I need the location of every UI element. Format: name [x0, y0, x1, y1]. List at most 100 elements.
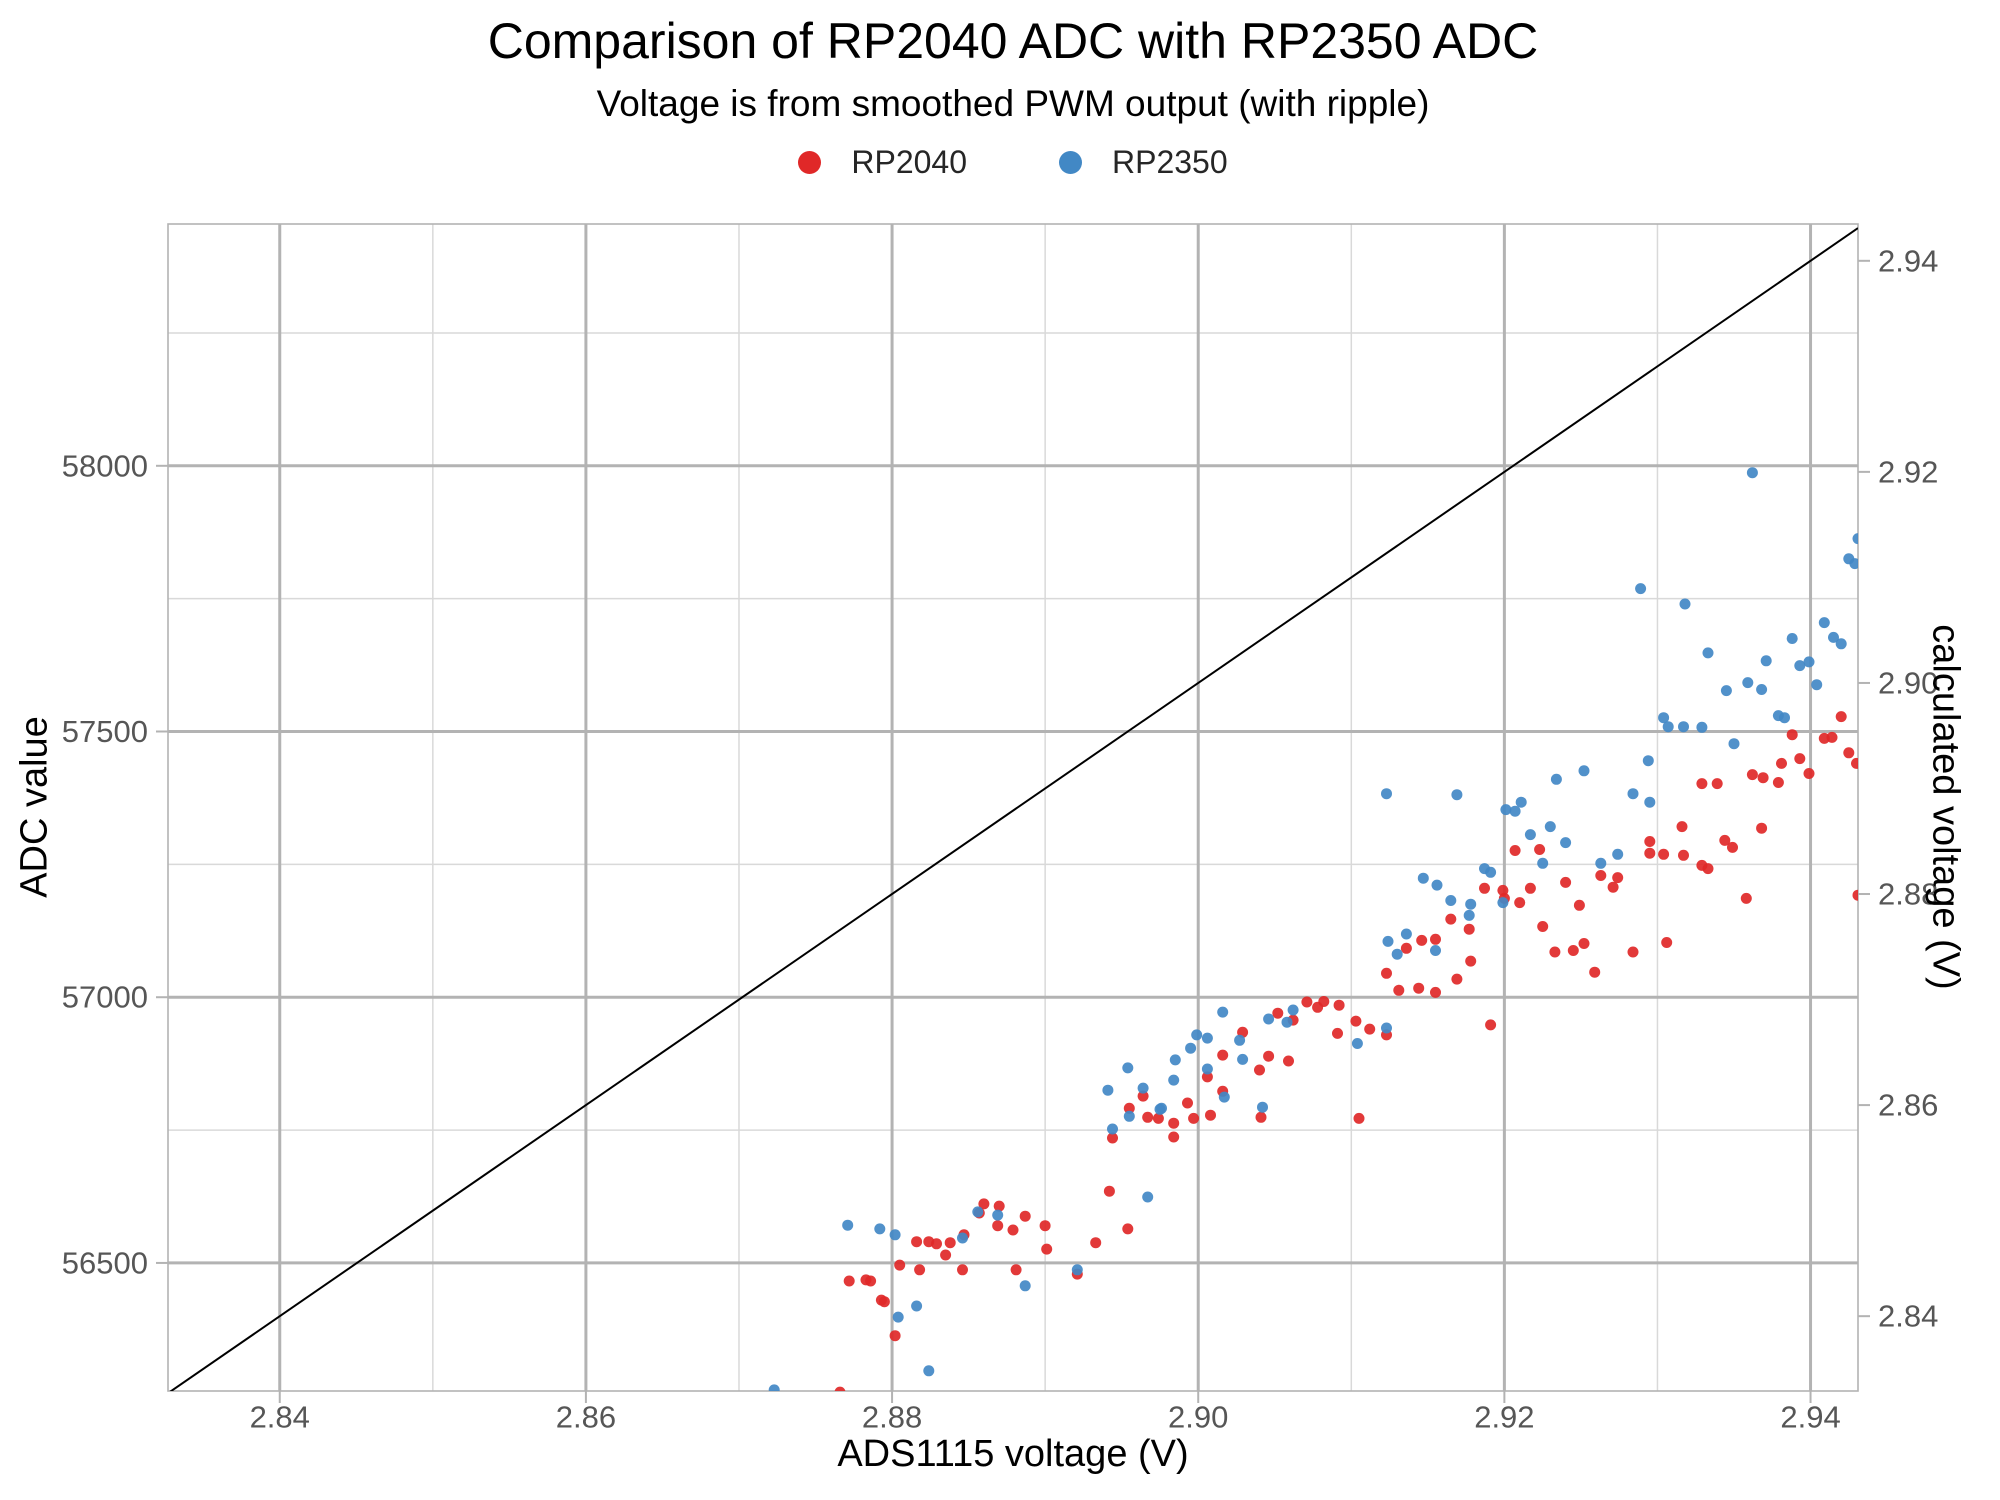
point-rp2350	[874, 1223, 886, 1235]
point-rp2040	[931, 1238, 942, 1250]
point-rp2350	[1019, 1280, 1031, 1292]
series-rp2040	[834, 711, 1858, 1391]
point-rp2040	[1152, 1112, 1164, 1124]
series-rp2350	[768, 467, 1858, 1391]
point-rp2040	[1263, 1050, 1275, 1062]
point-rp2040	[1430, 986, 1441, 998]
point-rp2040	[1122, 1223, 1134, 1235]
point-rp2350	[1550, 773, 1562, 785]
point-rp2350	[1524, 829, 1536, 841]
point-rp2040	[993, 1200, 1005, 1212]
point-rp2040	[1400, 942, 1412, 954]
legend-item-rp2350: RP2350	[1059, 144, 1228, 181]
point-rp2040	[1835, 711, 1847, 723]
point-rp2350	[1201, 1063, 1213, 1075]
point-rp2040	[843, 1275, 855, 1287]
point-rp2350	[1191, 1029, 1203, 1041]
point-rp2040	[1090, 1237, 1102, 1249]
point-rp2040	[1333, 999, 1345, 1011]
point-rp2040	[1430, 933, 1441, 945]
x-tick-labels: 2.84 2.86 2.88 2.90 2.92 2.94	[250, 1400, 1841, 1435]
point-rp2350	[1803, 656, 1815, 668]
legend-swatch-rp2350-icon	[1059, 150, 1082, 174]
svg-text:2.90: 2.90	[1878, 665, 1938, 700]
point-rp2040	[1676, 821, 1688, 833]
point-rp2350	[1218, 1091, 1230, 1103]
point-rp2040	[1201, 1071, 1213, 1083]
svg-text:2.88: 2.88	[862, 1400, 922, 1435]
legend: RP2040 RP2350	[168, 140, 1858, 184]
point-rp2040	[1451, 973, 1463, 985]
point-rp2040	[1010, 1264, 1022, 1276]
point-rp2040	[1786, 729, 1798, 741]
point-rp2040	[1445, 913, 1457, 925]
point-rp2040	[1612, 872, 1624, 884]
point-rp2040	[1524, 882, 1536, 894]
point-rp2040	[1702, 863, 1714, 875]
point-rp2350	[1465, 898, 1477, 910]
point-rp2040	[944, 1237, 956, 1249]
point-rp2040	[1549, 946, 1561, 958]
point-rp2350	[1720, 685, 1732, 697]
point-rp2040	[1589, 966, 1601, 978]
point-rp2350	[1168, 1074, 1180, 1086]
point-rp2350	[889, 1229, 901, 1241]
point-rp2350	[1497, 897, 1509, 909]
point-rp2040	[1332, 1027, 1343, 1039]
point-rp2040	[1465, 955, 1477, 967]
point-rp2350	[1201, 1032, 1213, 1044]
point-rp2350	[1257, 1101, 1268, 1113]
point-rp2350	[1678, 721, 1689, 733]
svg-text:58000: 58000	[62, 448, 148, 483]
x-axis-label: ADS1115 voltage (V)	[837, 1433, 1189, 1475]
point-rp2040	[1803, 768, 1815, 779]
point-rp2350	[1849, 558, 1858, 570]
point-rp2350	[1658, 712, 1670, 724]
point-rp2040	[878, 1296, 890, 1308]
point-rp2350	[1595, 857, 1607, 869]
point-rp2040	[1607, 881, 1619, 893]
point-rp2040	[889, 1330, 901, 1342]
point-rp2350	[1102, 1084, 1114, 1096]
point-rp2040	[1851, 757, 1858, 769]
chart-title: Comparison of RP2040 ADC with RP2350 ADC	[487, 13, 1539, 69]
point-rp2040	[1727, 841, 1738, 853]
plot-border	[167, 223, 1859, 1392]
point-rp2040	[1678, 849, 1689, 861]
point-rp2040	[1757, 772, 1769, 784]
point-rp2350	[1742, 677, 1754, 689]
point-rp2040	[1537, 921, 1549, 932]
point-rp2040	[1595, 870, 1607, 881]
point-rp2350	[1451, 789, 1463, 801]
point-rp2350	[1544, 821, 1556, 833]
point-rp2350	[1662, 721, 1674, 733]
point-rp2350	[1169, 1054, 1181, 1066]
point-rp2040	[1567, 945, 1579, 956]
point-rp2350	[1760, 655, 1772, 667]
svg-text:2.94: 2.94	[1780, 1400, 1840, 1435]
point-rp2350	[1500, 804, 1512, 816]
point-rp2350	[892, 1311, 904, 1323]
point-rp2040	[1794, 753, 1806, 765]
svg-text:2.86: 2.86	[556, 1400, 616, 1435]
point-rp2350	[1142, 1191, 1154, 1203]
legend-label-rp2040: RP2040	[851, 143, 967, 180]
point-rp2350	[1612, 848, 1624, 860]
point-rp2350	[1756, 684, 1768, 695]
point-rp2040	[1364, 1023, 1376, 1035]
point-rp2350	[1515, 796, 1527, 808]
point-rp2350	[1560, 837, 1572, 849]
point-rp2350	[1679, 598, 1691, 610]
point-rp2040	[1627, 946, 1639, 958]
point-rp2040	[1826, 731, 1838, 743]
point-rp2040	[1756, 822, 1768, 834]
point-rp2040	[1696, 778, 1708, 790]
point-rp2350	[972, 1206, 984, 1218]
point-rp2350	[1818, 617, 1830, 629]
point-rp2350	[1185, 1042, 1197, 1054]
point-rp2350	[1445, 895, 1457, 906]
point-rp2040	[1255, 1111, 1267, 1123]
point-rp2350	[1123, 1110, 1135, 1122]
point-rp2040	[1301, 996, 1313, 1008]
svg-text:56500: 56500	[62, 1245, 148, 1280]
